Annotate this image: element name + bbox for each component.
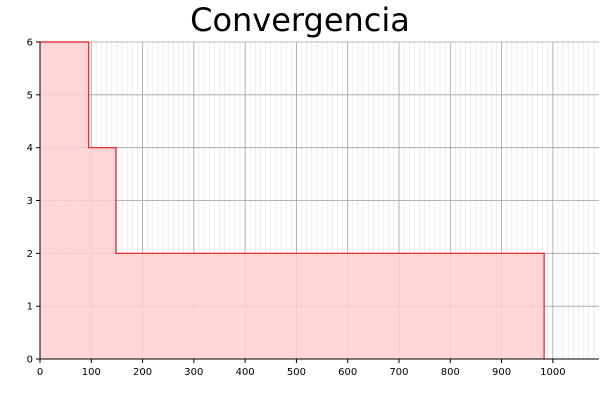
x-tick-label: 400 [236,367,255,378]
y-tick-label: 3 [27,196,33,207]
axes [36,41,599,363]
x-tick-labels: 0 100 200 300 400 500 600 700 800 900 1000 [37,367,566,378]
x-tick-label: 800 [441,367,460,378]
chart-title: Convergencia [190,1,410,39]
y-tick-label: 5 [27,90,33,101]
x-tick-label: 200 [133,367,152,378]
x-tick-label: 100 [82,367,101,378]
y-tick-label: 2 [27,249,33,260]
x-tick-label: 300 [184,367,203,378]
x-tick-label: 600 [338,367,357,378]
series-group [40,41,545,359]
series-area [40,42,545,359]
y-tick-label: 4 [27,143,33,154]
series-line [40,41,545,359]
y-tick-label: 6 [27,38,33,49]
y-tick-label: 0 [27,355,33,366]
y-tick-label: 1 [27,302,33,313]
x-tick-label: 0 [37,367,43,378]
y-tick-labels: 0 1 2 3 4 5 6 [27,38,33,366]
x-tick-label: 500 [287,367,306,378]
x-tick-label: 900 [492,367,511,378]
x-tick-label: 700 [389,367,408,378]
x-tick-label: 1000 [540,367,565,378]
